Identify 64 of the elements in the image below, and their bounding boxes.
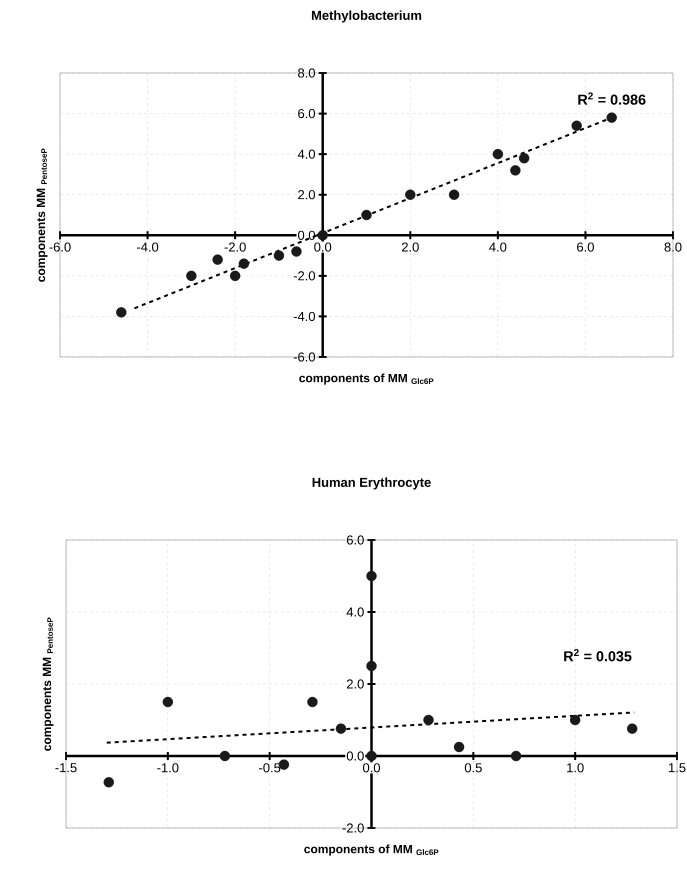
y-tick-label: 8.0: [298, 68, 316, 78]
x-tick-label: 4.0: [489, 242, 506, 252]
point: [291, 246, 302, 257]
point: [274, 250, 284, 261]
x-axis-title: components of MM $_{Glc6P}$: [299, 374, 434, 385]
x-tick-label: -1.0: [157, 763, 178, 772]
y-tick-label: 0.0: [346, 751, 364, 761]
point: [606, 112, 617, 123]
point: [627, 723, 638, 734]
point: [492, 148, 504, 160]
point: [220, 750, 230, 762]
x-tick-label: 0.5: [464, 763, 482, 772]
point: [318, 230, 328, 240]
y-tick-label: 2.0: [298, 190, 316, 200]
point: [162, 696, 174, 708]
point: [307, 696, 318, 708]
x-tick-label: -1.5: [55, 763, 77, 772]
point: [230, 270, 240, 282]
point: [186, 270, 197, 282]
x-tick-label: -4.0: [136, 242, 158, 252]
point: [104, 777, 114, 788]
y-tick-label: -6.0: [294, 352, 316, 362]
x-tick-label: -6.0: [49, 242, 71, 252]
point: [454, 742, 464, 752]
point: [116, 307, 126, 318]
point: [510, 750, 522, 762]
y-tick-label: 4.0: [346, 607, 364, 617]
y-tick-label: 4.0: [298, 150, 316, 159]
point: [361, 210, 372, 220]
x-tick-label: -0.5: [259, 763, 280, 772]
point: [212, 254, 223, 265]
point: [336, 723, 346, 734]
point: [510, 165, 521, 176]
y-tick-label: -2.0: [342, 823, 364, 833]
point: [405, 190, 416, 200]
x-tick-label: 1.5: [668, 763, 686, 772]
point: [423, 714, 434, 726]
x-tick-label: 0.0: [363, 763, 380, 772]
x-axis-title: components of MM $_{Glc6P}$: [304, 844, 438, 856]
x-tick-label: 2.0: [402, 242, 419, 252]
x-tick-label: 6.0: [577, 242, 594, 252]
point: [448, 190, 460, 200]
y-axis-title: components MM $_{PentoseP}$: [42, 618, 54, 751]
point: [366, 570, 377, 582]
x-tick-label: 8.0: [664, 242, 682, 252]
point: [366, 660, 377, 672]
point: [570, 714, 580, 726]
chart-title: Methylobacterium: [312, 10, 422, 23]
y-tick-label: -4.0: [294, 312, 316, 322]
x-tick-label: -2.0: [224, 242, 246, 252]
y-tick-label: 6.0: [298, 108, 316, 118]
annotation: R$^{2}$ = 0.986: [578, 92, 646, 105]
x-tick-label: 0.0: [314, 242, 332, 252]
chart-title: Human Erythrocyte: [312, 477, 431, 490]
point: [238, 258, 250, 269]
x-tick-label: 1.0: [567, 763, 584, 772]
y-axis-title: components MM $_{PentoseP}$: [36, 148, 48, 282]
point: [571, 120, 582, 131]
annotation: R$^{2}$ = 0.035: [564, 649, 632, 662]
y-tick-label: 6.0: [346, 535, 364, 545]
y-tick-label: 2.0: [346, 679, 364, 689]
point: [518, 152, 530, 164]
point: [366, 750, 377, 762]
y-tick-label: -2.0: [294, 271, 316, 280]
